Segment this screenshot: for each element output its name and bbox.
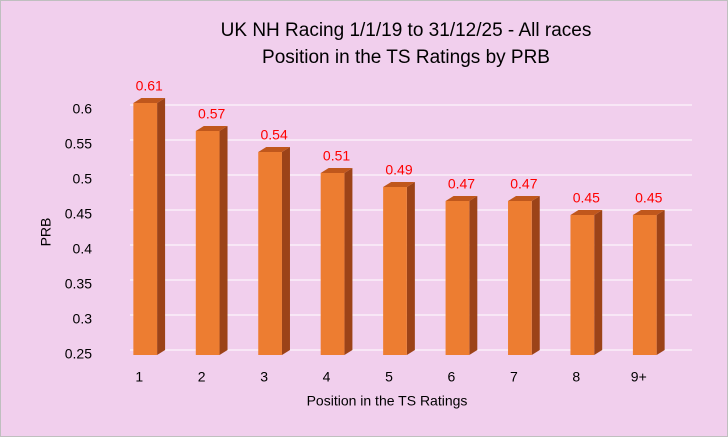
bar-side [656, 210, 665, 355]
bar [258, 152, 282, 355]
bar-side [157, 98, 166, 355]
y-tick-label: 0.3 [73, 311, 93, 327]
bar [133, 103, 158, 355]
bar-top [508, 196, 540, 201]
data-label: 0.51 [323, 148, 350, 164]
bar-side [531, 196, 540, 355]
data-label: 0.57 [198, 106, 225, 122]
y-tick-label: 0.5 [73, 171, 93, 187]
bar-top [570, 210, 603, 215]
chart-title: UK NH Racing 1/1/19 to 31/12/25 - All ra… [221, 20, 592, 41]
bar-top [320, 168, 353, 173]
bar-top [383, 182, 415, 187]
bar [320, 173, 345, 355]
bar-side [281, 147, 290, 355]
data-label: 0.45 [635, 190, 662, 206]
bar-top [632, 210, 665, 215]
bar-side [594, 210, 603, 355]
data-label: 0.61 [136, 78, 163, 94]
x-tick-label: 2 [198, 369, 206, 385]
bar-top [133, 98, 166, 103]
x-tick-label: 3 [260, 369, 268, 385]
data-label: 0.45 [573, 190, 600, 206]
chart-subtitle: Position in the TS Ratings by PRB [262, 47, 550, 68]
y-axis-label: PRB [38, 218, 54, 247]
x-axis-label: Position in the TS Ratings [307, 393, 468, 409]
data-label: 0.54 [260, 127, 287, 143]
bar-top [445, 196, 478, 201]
bar-top [195, 126, 228, 131]
bar [445, 201, 470, 355]
y-tick-label: 0.45 [65, 206, 92, 222]
y-tick-label: 0.25 [65, 346, 92, 362]
x-tick-label: 7 [510, 369, 518, 385]
bar [195, 131, 220, 355]
bar-top [258, 147, 290, 152]
bar-side [469, 196, 478, 355]
x-tick-label: 1 [135, 369, 143, 385]
data-label: 0.49 [385, 162, 412, 178]
x-tick-label: 9+ [631, 369, 647, 385]
x-tick-label: 5 [385, 369, 393, 385]
y-tick-label: 0.4 [73, 241, 93, 257]
bar [570, 215, 595, 355]
y-tick-label: 0.6 [73, 101, 93, 117]
x-tick-label: 8 [572, 369, 580, 385]
data-label: 0.47 [448, 176, 475, 192]
bar-side [406, 182, 415, 355]
x-tick-label: 4 [323, 369, 331, 385]
bar [508, 201, 532, 355]
data-label: 0.47 [510, 176, 537, 192]
bar [632, 215, 657, 355]
bar-side [219, 126, 228, 355]
x-tick-label: 6 [448, 369, 456, 385]
bar [383, 187, 407, 355]
bar-side [344, 168, 353, 355]
y-tick-label: 0.55 [65, 136, 92, 152]
y-tick-label: 0.35 [65, 276, 92, 292]
